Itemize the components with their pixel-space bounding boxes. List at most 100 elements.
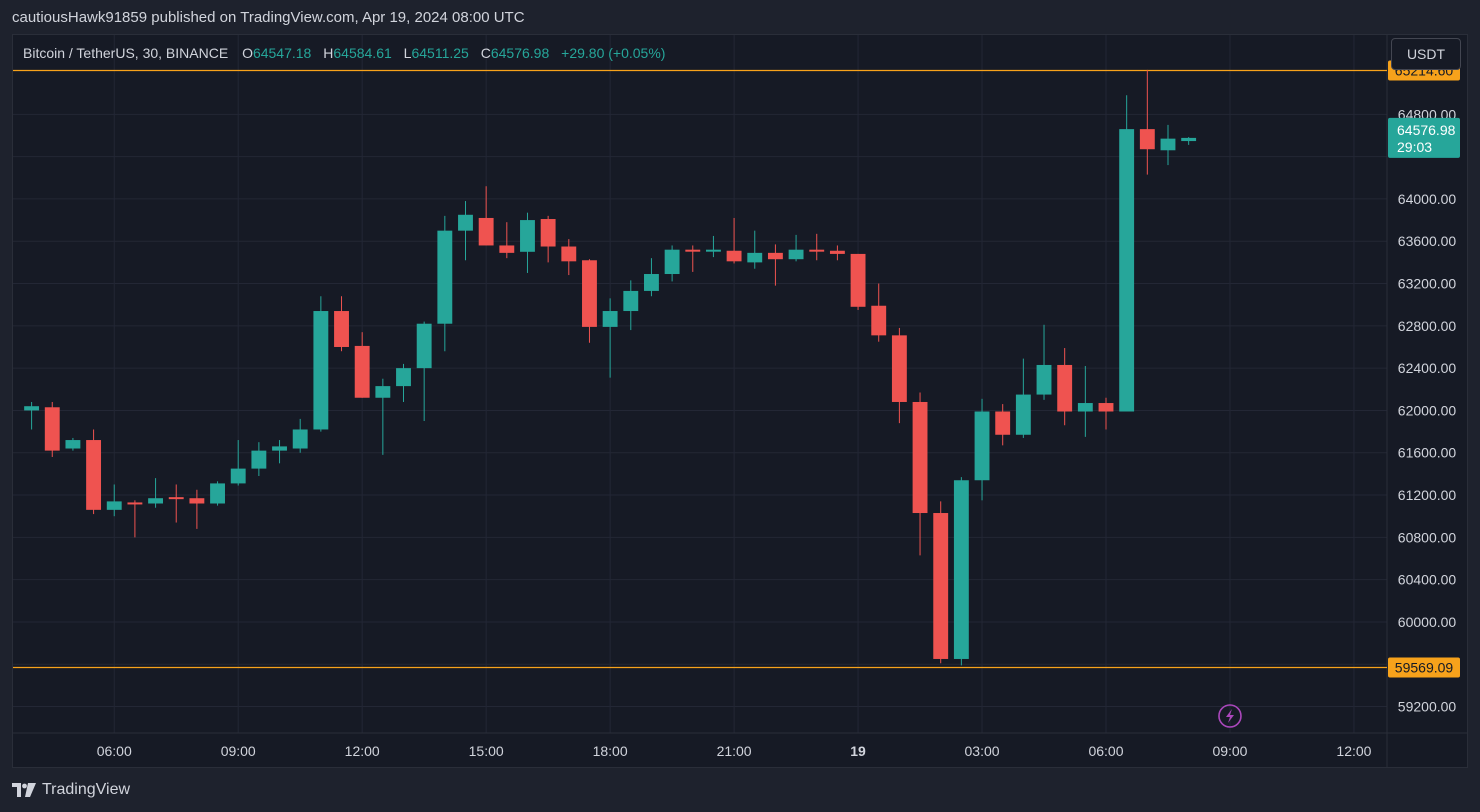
- candle-body[interactable]: [747, 252, 763, 263]
- last-price-tag: [1388, 117, 1460, 158]
- time-axis-label: 19: [850, 743, 866, 759]
- close-label: C: [480, 45, 491, 61]
- candle-body[interactable]: [891, 335, 907, 402]
- price-axis-label: 62800.00: [1398, 318, 1457, 334]
- price-axis-label: 60000.00: [1398, 614, 1457, 630]
- candle-body[interactable]: [520, 220, 535, 252]
- candle-body[interactable]: [375, 386, 391, 398]
- price-axis-label: 59200.00: [1398, 699, 1457, 715]
- time-axis-label: 03:00: [965, 743, 1000, 759]
- symbol-legend: Bitcoin / TetherUS, 30, BINANCE O64547.1…: [23, 45, 665, 61]
- currency-button[interactable]: USDT: [1391, 38, 1461, 70]
- candle-body[interactable]: [540, 219, 556, 247]
- horizontal-line-price-tag: [1388, 657, 1460, 678]
- price-axis-label: 63600.00: [1398, 233, 1457, 249]
- candle-body[interactable]: [1119, 129, 1135, 412]
- time-axis-label: 15:00: [469, 743, 504, 759]
- candle-body[interactable]: [1057, 364, 1073, 412]
- high-value: 64584.61: [333, 45, 392, 61]
- candle-body[interactable]: [1015, 394, 1031, 435]
- candle-body[interactable]: [210, 483, 225, 504]
- candle-body[interactable]: [582, 260, 597, 327]
- candle-body[interactable]: [127, 502, 143, 505]
- time-axis-label: 09:00: [1212, 743, 1247, 759]
- bar-countdown-label: 29:03: [1397, 139, 1432, 155]
- candle-body[interactable]: [1139, 129, 1155, 150]
- symbol-name[interactable]: Bitcoin / TetherUS, 30, BINANCE: [23, 45, 229, 61]
- chart-panel[interactable]: 64800.00 64000.00 63600.00 63200.00 62800.00…: [12, 34, 1468, 768]
- tradingview-logo[interactable]: TradingView: [12, 781, 130, 799]
- time-axis-label: 06:00: [1088, 743, 1123, 759]
- candle-body[interactable]: [65, 440, 81, 449]
- candle-body[interactable]: [334, 311, 349, 347]
- price-axis-label: 62000.00: [1398, 402, 1457, 418]
- candle-body[interactable]: [767, 252, 783, 260]
- candle-body[interactable]: [1036, 364, 1052, 395]
- candle-body[interactable]: [44, 407, 60, 451]
- low-value: 64511.25: [411, 45, 469, 61]
- candle-body[interactable]: [499, 245, 515, 253]
- candle-body[interactable]: [995, 411, 1011, 435]
- candle-body[interactable]: [726, 250, 742, 262]
- candle-body[interactable]: [189, 498, 205, 504]
- candle-body[interactable]: [272, 446, 287, 451]
- candle-body[interactable]: [705, 249, 721, 252]
- price-axis-label: 62400.00: [1398, 360, 1457, 376]
- candle-body[interactable]: [644, 274, 659, 291]
- candle-body[interactable]: [933, 513, 949, 659]
- time-axis-label: 12:00: [345, 743, 380, 759]
- candle-body[interactable]: [1181, 137, 1197, 142]
- lightning-icon-glyph: [1225, 709, 1234, 723]
- candle-body[interactable]: [106, 501, 122, 510]
- candle-body[interactable]: [313, 311, 329, 430]
- time-axis-label: 09:00: [221, 743, 256, 759]
- candle-body[interactable]: [850, 253, 866, 307]
- lightning-icon[interactable]: [1218, 704, 1242, 728]
- tradingview-logo-icon: [12, 783, 36, 797]
- candle-body[interactable]: [396, 368, 411, 387]
- price-axis-label: 61200.00: [1398, 487, 1457, 503]
- candle-body[interactable]: [251, 450, 267, 469]
- candle-body[interactable]: [292, 429, 308, 449]
- candle-body[interactable]: [829, 250, 845, 254]
- candle-body[interactable]: [974, 411, 990, 481]
- candle-body[interactable]: [24, 406, 40, 411]
- candle-body[interactable]: [86, 440, 102, 510]
- close-value: 64576.98: [490, 45, 550, 61]
- candle-body[interactable]: [478, 217, 494, 246]
- candlestick-chart[interactable]: 64800.0064000.0063600.0063200.0062800.00…: [13, 35, 1467, 767]
- candle-body[interactable]: [953, 480, 969, 659]
- price-axis-label: 60400.00: [1398, 572, 1457, 588]
- candle-body[interactable]: [912, 401, 928, 514]
- candle-body[interactable]: [168, 497, 184, 500]
- candle-body[interactable]: [809, 249, 825, 252]
- candle-body[interactable]: [1160, 138, 1176, 151]
- brand-name: TradingView: [42, 781, 131, 798]
- open-value: 64547.18: [252, 45, 312, 61]
- candle-body[interactable]: [458, 214, 473, 231]
- price-axis-label: 64000.00: [1398, 191, 1457, 207]
- candle-body[interactable]: [664, 249, 680, 275]
- candle-body[interactable]: [871, 305, 887, 336]
- candle-body[interactable]: [788, 249, 804, 260]
- time-axis-label: 06:00: [97, 743, 132, 759]
- candle-body[interactable]: [354, 345, 370, 398]
- candle-body[interactable]: [623, 290, 639, 312]
- candle-body[interactable]: [437, 230, 453, 324]
- time-axis-label: 18:00: [593, 743, 628, 759]
- price-axis-label: 63200.00: [1398, 276, 1457, 292]
- candle-body[interactable]: [416, 323, 432, 369]
- price-axis-label: 60800.00: [1398, 529, 1457, 545]
- candle-body[interactable]: [602, 311, 618, 327]
- candle-body[interactable]: [561, 246, 577, 262]
- change-value: +29.80 (+0.05%): [561, 45, 666, 61]
- candle-body[interactable]: [1098, 403, 1114, 412]
- time-axis-label: 21:00: [717, 743, 752, 759]
- candle-body[interactable]: [1077, 403, 1093, 412]
- candle-body[interactable]: [148, 498, 164, 504]
- low-label: L: [403, 45, 412, 61]
- candle-body[interactable]: [685, 249, 701, 252]
- last-price-label: 64576.98: [1397, 122, 1456, 138]
- time-axis-label: 12:00: [1336, 743, 1371, 759]
- candle-body[interactable]: [230, 468, 246, 484]
